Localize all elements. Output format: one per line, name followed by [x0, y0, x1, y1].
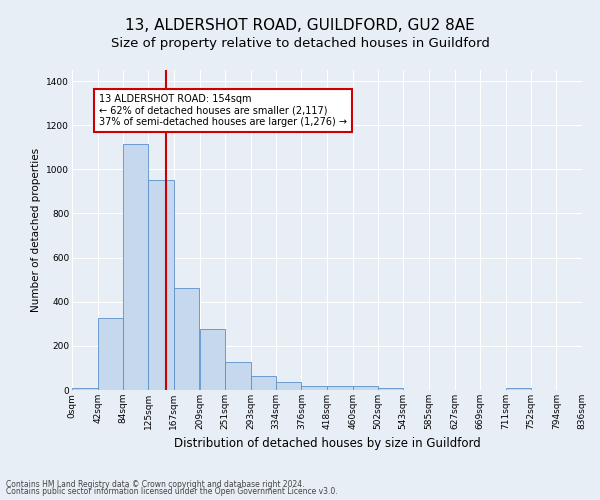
Bar	[301, 386, 327, 390]
Bar	[353, 386, 378, 390]
Y-axis label: Number of detached properties: Number of detached properties	[31, 148, 41, 312]
Bar	[251, 376, 276, 390]
Text: Contains HM Land Registry data © Crown copyright and database right 2024.: Contains HM Land Registry data © Crown c…	[6, 480, 305, 489]
Text: 13 ALDERSHOT ROAD: 154sqm
← 62% of detached houses are smaller (2,117)
37% of se: 13 ALDERSHOT ROAD: 154sqm ← 62% of detac…	[99, 94, 347, 128]
Bar	[148, 180, 174, 390]
X-axis label: Distribution of detached houses by size in Guildford: Distribution of detached houses by size …	[173, 438, 481, 450]
Bar	[72, 388, 98, 390]
Bar	[327, 386, 353, 390]
Text: 13, ALDERSHOT ROAD, GUILDFORD, GU2 8AE: 13, ALDERSHOT ROAD, GUILDFORD, GU2 8AE	[125, 18, 475, 32]
Bar	[225, 362, 251, 390]
Bar	[276, 382, 301, 390]
Bar	[199, 330, 225, 390]
Text: Contains public sector information licensed under the Open Government Licence v3: Contains public sector information licen…	[6, 487, 338, 496]
Bar	[123, 144, 148, 390]
Bar	[378, 388, 403, 390]
Bar	[506, 388, 531, 390]
Bar	[174, 288, 199, 390]
Text: Size of property relative to detached houses in Guildford: Size of property relative to detached ho…	[110, 38, 490, 51]
Bar	[98, 318, 123, 390]
